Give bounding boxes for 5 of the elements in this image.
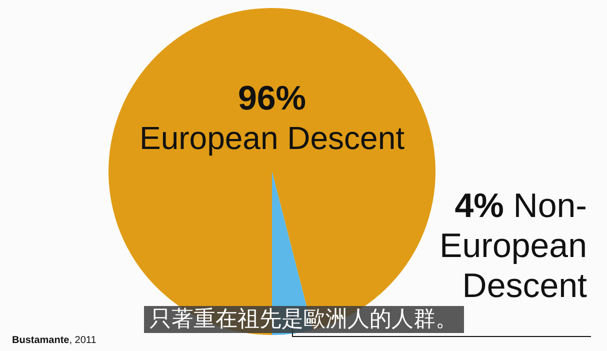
text: Bustamante, 2011 <box>12 335 96 346</box>
text: 只著重在祖先是歐洲人的人群。 <box>144 306 464 333</box>
slice-label: European Descent <box>139 120 405 156</box>
data-label: 96% <box>238 79 306 118</box>
data-label: 4% <box>454 187 505 225</box>
